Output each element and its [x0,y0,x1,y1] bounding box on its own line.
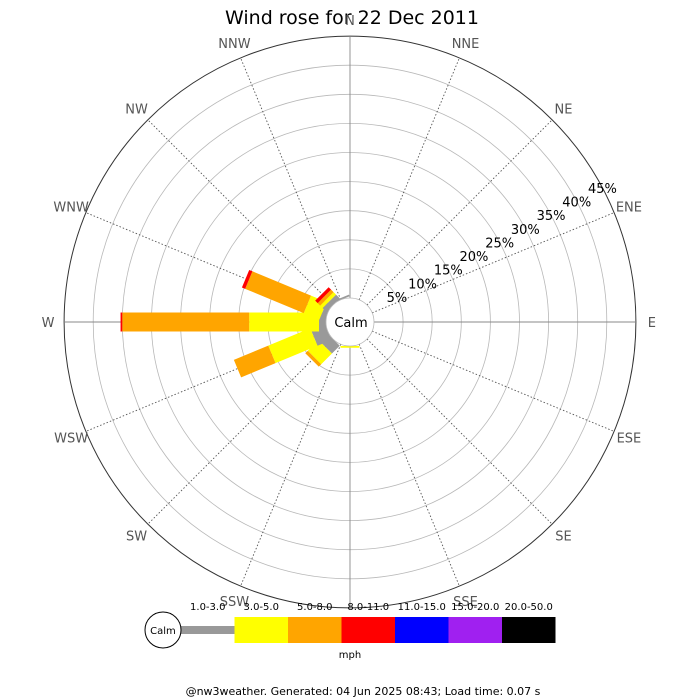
legend-label-20.0-50.0: 20.0-50.0 [505,602,553,613]
bar-w-5.0-8.0 [122,312,250,332]
legend-swatch-3.0-5.0 [234,617,288,643]
direction-label-wsw: WSW [54,432,88,447]
bar-nw-3.0-5.0 [320,292,337,309]
bar-wnw-8.0-11.0 [241,269,253,289]
bar-s-3.0-5.0 [340,346,360,348]
spoke-se [366,338,553,525]
legend-label-1.0-3.0: 1.0-3.0 [190,602,225,613]
spoke-ssw [240,344,342,587]
direction-label-n: N [345,14,355,29]
bar-w-3.0-5.0 [249,312,320,332]
direction-label-sw: SW [126,529,147,544]
ring-label-35: 35% [537,209,566,224]
spoke-wsw [85,330,328,432]
bar-nw-1.0-3.0 [322,294,340,312]
legend-swatch-1.0-3.0 [181,626,235,634]
ring-label-5: 5% [387,291,408,306]
legend-swatch-8.0-11.0 [341,617,395,643]
ring-label-25: 25% [485,236,514,251]
ring-label-10: 10% [408,277,437,292]
spoke-nnw [240,57,342,300]
spoke-nne [358,57,460,300]
spoke-ese [372,330,615,432]
spoke-ene [372,212,615,314]
legend-label-11.0-15.0: 11.0-15.0 [398,602,446,613]
direction-label-ne: NE [554,103,572,118]
footer-text: @nw3weather. Generated: 04 Jun 2025 08:4… [186,685,541,698]
calm-center: Calm [325,297,375,347]
legend-swatch-20.0-50.0 [502,617,556,643]
calm-circle [325,297,375,347]
direction-label-ssw: SSW [220,595,250,610]
legend-calm-label: Calm [150,626,176,637]
direction-label-nnw: NNW [218,37,250,52]
legend-calm-circle [144,611,182,649]
spoke-wnw [85,212,328,314]
legend-swatch-5.0-8.0 [288,617,342,643]
chart-title: Wind rose for 22 Dec 2011 [225,7,479,29]
bar-nw-5.0-8.0 [317,289,334,306]
bar-nnw-1.0-3.0 [331,294,350,304]
spoke-ne [366,119,553,306]
ring-label-40: 40% [562,195,591,210]
bar-w-8.0-11.0 [120,312,123,332]
wind-bars [120,269,360,378]
ring-label-20: 20% [460,250,489,265]
calm-label: Calm [334,316,367,331]
ring-label-15: 15% [434,264,463,279]
legend-label-5.0-8.0: 5.0-8.0 [297,602,332,613]
legend-label-15.0-20.0: 15.0-20.0 [451,602,499,613]
legend-swatch-11.0-15.0 [395,617,449,643]
bar-wsw-3.0-5.0 [268,328,318,364]
bar-sw-5.0-8.0 [305,350,322,367]
direction-label-ene: ENE [616,200,642,215]
spoke-sse [358,344,460,587]
speed-legend: 1.0-3.0 3.0-5.0 5.0-8.0 8.0-11.0 11.0-15.0 15… [144,602,556,661]
ring-label-30: 30% [511,223,540,238]
bar-nw-8.0-11.0 [315,287,332,304]
spoke-nw [147,119,334,306]
direction-label-ese: ESE [617,432,642,447]
direction-label-wnw: WNW [53,200,89,215]
direction-label-nw: NW [125,103,148,118]
spoke-sw [147,338,334,525]
legend-swatch-15.0-20.0 [448,617,502,643]
direction-label-e: E [648,316,656,331]
bar-wnw-5.0-8.0 [245,271,312,314]
legend-unit: mph [339,650,361,661]
direction-label-se: SE [555,529,571,544]
legend-label-3.0-5.0: 3.0-5.0 [244,602,279,613]
bar-wsw-5.0-8.0 [233,345,276,378]
ring-label-45: 45% [588,182,617,197]
direction-label-sse: SSE [453,595,478,610]
legend-label-8.0-11.0: 8.0-11.0 [347,602,389,613]
direction-label-w: W [42,316,55,331]
axis-labels: NNNENEENEEESESESSESSSWSWWSWWWNWNWNNW5%10… [42,14,656,633]
direction-label-nne: NNE [452,37,480,52]
